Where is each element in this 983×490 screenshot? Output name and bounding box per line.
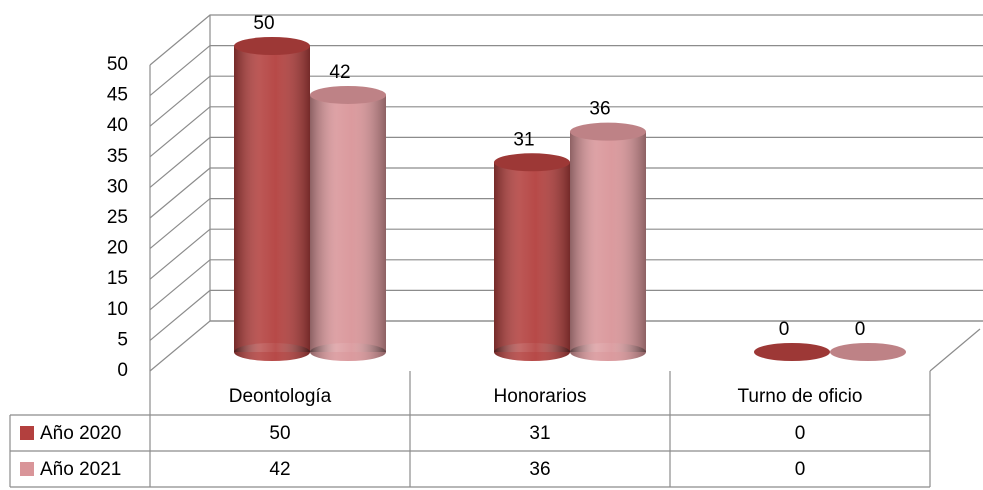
bar-shade <box>494 162 570 352</box>
y-tick-label: 10 <box>107 299 128 320</box>
data-label: 0 <box>779 319 790 340</box>
data-label: 0 <box>855 319 866 340</box>
table-cell: 0 <box>795 423 806 444</box>
table-cell: 50 <box>269 423 290 444</box>
legend-label: Año 2020 <box>40 423 121 444</box>
grid-line <box>149 44 983 97</box>
bar-base-shade <box>310 343 386 361</box>
grid-line <box>149 106 983 158</box>
grid-line <box>149 320 983 372</box>
y-tick-label: 50 <box>107 54 128 75</box>
bar-top <box>830 343 906 361</box>
data-label: 31 <box>513 129 534 150</box>
grid-line <box>149 198 983 250</box>
grid-line <box>149 259 983 311</box>
legend-swatch <box>20 462 34 476</box>
y-tick-label: 30 <box>107 176 128 197</box>
bar-shade <box>570 131 646 352</box>
bar <box>234 37 310 361</box>
table-cell: 36 <box>529 459 550 480</box>
bar <box>494 153 570 361</box>
bar-base-shade <box>570 343 646 361</box>
legend-swatch <box>20 426 34 440</box>
bar-top <box>234 37 310 55</box>
bar-top <box>310 85 386 104</box>
grid-line <box>149 289 983 341</box>
bar-top <box>494 153 570 172</box>
x-tick-label: Turno de oficio <box>738 386 863 407</box>
bar-base-shade <box>494 343 570 361</box>
grid-line <box>149 75 983 127</box>
y-tick-label: 20 <box>107 238 128 259</box>
x-tick-label: Deontología <box>229 386 332 407</box>
grid-line <box>149 136 983 188</box>
bar <box>570 122 646 361</box>
x-tick-label: Honorarios <box>494 386 587 407</box>
y-tick-label: 15 <box>107 268 128 289</box>
bar-shade <box>234 46 310 352</box>
y-tick-label: 40 <box>107 115 128 136</box>
y-tick-label: 25 <box>107 207 128 228</box>
table-cell: 0 <box>795 459 806 480</box>
bar-top <box>754 343 830 361</box>
bar-top-shade <box>494 153 570 172</box>
bar-base-shade <box>234 343 310 361</box>
y-tick-label: 35 <box>107 146 128 167</box>
y-tick-label: 5 <box>117 329 128 350</box>
bar <box>310 85 386 361</box>
bar-top-shade <box>754 343 830 361</box>
bar-top <box>570 122 646 141</box>
bar-top-shade <box>310 85 386 104</box>
y-tick-label: 0 <box>117 360 128 381</box>
bar-top-shade <box>570 122 646 141</box>
table-cell: 31 <box>529 423 550 444</box>
grid-line <box>149 14 983 66</box>
grid-line <box>149 228 983 280</box>
data-label: 36 <box>589 99 610 120</box>
bar <box>830 343 906 361</box>
bar-shade <box>310 94 386 353</box>
legend-label: Año 2021 <box>40 459 121 480</box>
bar-top-shade <box>234 37 310 55</box>
bar-top-shade <box>830 343 906 361</box>
data-label: 42 <box>329 62 350 83</box>
grid-line <box>149 167 983 219</box>
floor-edge <box>929 328 981 372</box>
bar <box>754 343 830 361</box>
data-label: 50 <box>253 13 274 34</box>
y-tick-label: 45 <box>107 85 128 106</box>
table-cell: 42 <box>269 459 290 480</box>
